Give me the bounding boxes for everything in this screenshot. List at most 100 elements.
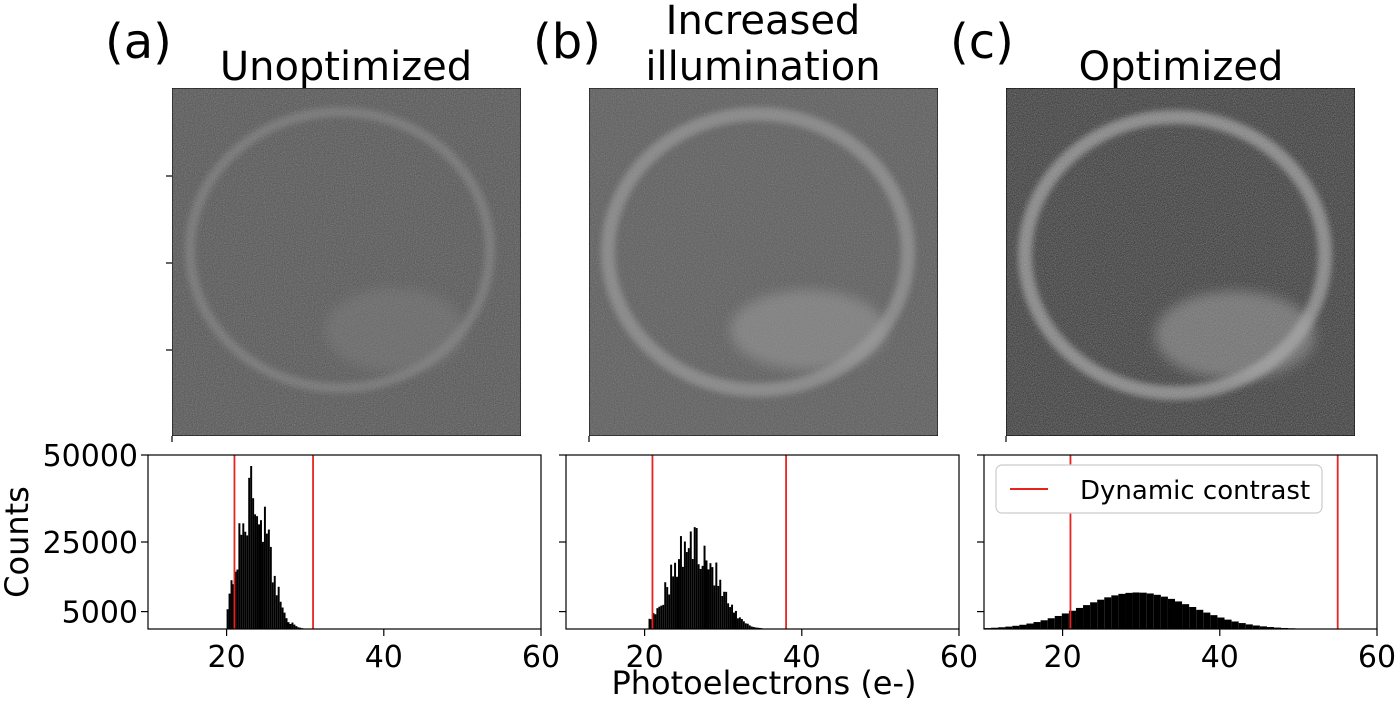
hist-1-bar-28	[703, 545, 706, 629]
hist-2-bar-12	[1068, 610, 1076, 629]
hist-1-bar-7	[662, 604, 665, 629]
hist-1-bar-9	[666, 587, 669, 629]
hist-1-bar-8	[664, 582, 667, 629]
hist-2-xtick-label-1: 40	[1201, 640, 1239, 675]
hist-2-bar-30	[1196, 609, 1204, 629]
hist-0-bar-0	[226, 609, 229, 629]
panel-b-title-line-2: illumination	[645, 44, 880, 90]
hist-1-bar-1	[650, 619, 653, 629]
hist-0-bar-12	[250, 465, 253, 629]
hist-1-bar-10	[668, 594, 671, 629]
hist-2-bar-20	[1125, 592, 1133, 629]
hist-1-bar-53	[752, 626, 755, 629]
hist-1-bar-39	[725, 591, 728, 629]
hist-0-bar-33	[291, 622, 294, 629]
hist-2-bar-28	[1182, 604, 1190, 629]
hist-0-bar-10	[246, 535, 249, 629]
hist-1-frame	[565, 454, 960, 630]
hist-1-bar-16	[679, 536, 682, 629]
hist-2-bar-9	[1047, 618, 1055, 629]
hist-2-bar-29	[1189, 607, 1197, 629]
hist-0-ytick-label-0: 5000	[62, 596, 138, 631]
panel-b-title-line-1: Increased	[666, 0, 861, 44]
hist-0-bar-1	[228, 593, 231, 629]
hist-2-bar-35	[1231, 621, 1239, 629]
hist-1-bar-45	[736, 618, 739, 629]
panel-c-title: Optimized	[1079, 44, 1284, 90]
panel-b-header: (b) Increased illumination	[533, 0, 881, 90]
hist-0-bar-37	[299, 627, 302, 629]
hist-0-bar-13	[252, 498, 255, 629]
hist-1-bar-25	[697, 564, 700, 629]
hist-0-ytick-label-1: 25000	[43, 526, 138, 561]
hist-0-bar-6	[238, 523, 241, 629]
hist-1-bar-11	[670, 564, 673, 629]
hist-1-bar-47	[740, 619, 743, 629]
panel-a-letter: (a)	[105, 14, 172, 70]
hist-1-bar-55	[756, 627, 759, 629]
hist-2-bar-21	[1132, 592, 1140, 629]
hist-1-bar-44	[734, 610, 737, 629]
hist-1-bar-20	[687, 548, 690, 629]
hist-1-bar-3	[654, 614, 657, 629]
hist-2-bar-41	[1274, 627, 1282, 629]
hist-1-bar-43	[733, 612, 735, 629]
hist-1-bar-34	[715, 562, 718, 629]
hist-2-bar-18	[1111, 595, 1119, 629]
hist-1-bar-26	[699, 568, 702, 629]
hist-0-bar-21	[267, 529, 270, 629]
hist-1-bar-48	[742, 621, 745, 629]
hist-2-bar-31	[1203, 612, 1211, 629]
hist-2-bar-24	[1153, 594, 1161, 629]
histogram-panel-c: 20 40 60 Dynamic contrast	[977, 454, 1396, 675]
image-c	[1006, 88, 1355, 436]
hist-1-bar-33	[713, 585, 716, 629]
hist-0-bar-15	[256, 516, 259, 629]
hist-1-bar-51	[748, 625, 751, 629]
panel-c-header: (c) Optimized	[950, 14, 1283, 90]
hist-2-bar-32	[1210, 615, 1218, 629]
x-axis-label: Photoelectrons (e-)	[611, 664, 916, 702]
hist-2-bar-11	[1061, 613, 1069, 629]
hist-0-bar-35	[295, 626, 298, 629]
hist-2-xtick-label-0: 20	[1044, 640, 1082, 675]
hist-0-bar-27	[279, 601, 282, 629]
hist-1-bar-15	[678, 559, 680, 629]
hist-0-bar-14	[254, 514, 257, 629]
hist-0-bar-22	[269, 546, 272, 629]
legend-box	[995, 464, 1323, 514]
hist-0-frame	[147, 454, 542, 630]
hist-0-xtick-label-1: 40	[365, 640, 403, 675]
hist-2-bar-13	[1075, 607, 1084, 629]
hist-1-bar-24	[695, 528, 698, 629]
hist-0-bar-29	[283, 612, 286, 629]
hist-0-bar-34	[293, 624, 296, 629]
hist-0-ytick-label-2: 50000	[43, 439, 138, 474]
hist-1-bar-14	[676, 576, 679, 629]
hist-2-bar-10	[1054, 615, 1062, 629]
hist-2-xtick-label-2: 60	[1358, 640, 1396, 675]
hist-1-bar-17	[681, 566, 684, 629]
hist-1-bar-18	[683, 541, 686, 629]
hist-0-bar-24	[273, 575, 276, 629]
hist-1-bar-32	[711, 567, 714, 629]
hist-1-bar-42	[731, 604, 734, 629]
image-b	[589, 88, 938, 436]
hist-1-bar-6	[660, 605, 663, 629]
hist-1-bar-31	[709, 563, 712, 629]
hist-1-xtick-label-2: 60	[940, 640, 978, 675]
hist-2-bar-17	[1104, 597, 1112, 629]
hist-0-bar-20	[265, 533, 268, 629]
hist-2-bar-40	[1266, 627, 1275, 629]
hist-2-bar-1	[991, 627, 999, 629]
panel-a-title: Unoptimized	[220, 44, 472, 90]
hist-0-bar-11	[248, 477, 251, 629]
hist-1-bar-21	[689, 531, 692, 629]
hist-0-bar-31	[287, 622, 290, 629]
panel-c-letter: (c)	[950, 14, 1014, 70]
hist-1-bar-0	[648, 618, 651, 629]
hist-2-bar-4	[1012, 625, 1020, 629]
hist-2-bar-36	[1238, 623, 1246, 629]
hist-2-bar-8	[1040, 620, 1048, 629]
hist-1-bar-30	[707, 569, 710, 629]
